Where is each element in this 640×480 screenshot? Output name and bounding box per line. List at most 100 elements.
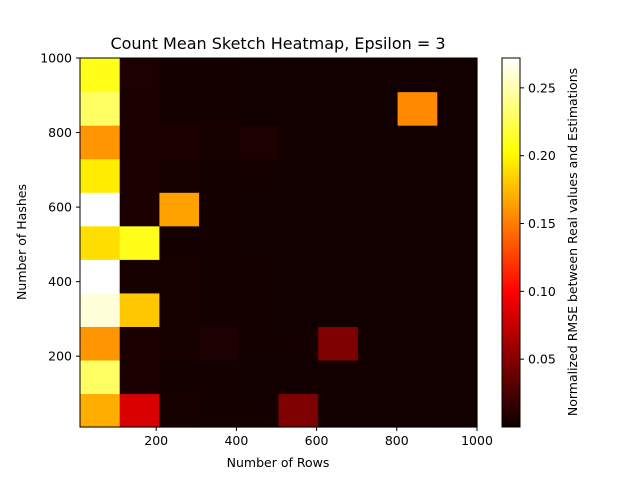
colorbar-label: Normalized RMSE between Real values and … — [565, 68, 580, 416]
heatmap-cell — [80, 326, 121, 361]
heatmap-cell — [238, 326, 280, 361]
heatmap-cell — [80, 192, 121, 227]
heatmap-cell — [397, 393, 438, 428]
heatmap-cell — [397, 158, 438, 193]
heatmap-cell — [199, 292, 240, 327]
heatmap-cell — [119, 393, 160, 428]
heatmap-cell — [199, 225, 240, 260]
heatmap-cell — [278, 91, 319, 126]
heatmap-cell — [397, 192, 438, 227]
heatmap-cell — [159, 393, 200, 428]
heatmap-cell — [199, 125, 240, 160]
heatmap-cell — [159, 158, 200, 193]
heatmap-cell — [397, 125, 438, 160]
heatmap-cell — [357, 393, 399, 428]
heatmap-cells — [80, 58, 478, 428]
heatmap-cell — [357, 91, 399, 126]
heatmap-cell — [357, 225, 399, 260]
colorbar-tick-label: 0.20 — [528, 148, 556, 163]
heatmap-cell — [119, 259, 160, 294]
heatmap-cell — [437, 292, 478, 327]
heatmap-cell — [119, 326, 160, 361]
heatmap-cell — [397, 91, 438, 126]
heatmap-cell — [437, 58, 478, 93]
heatmap-cell — [119, 158, 160, 193]
heatmap-cell — [397, 259, 438, 294]
heatmap-cell — [238, 192, 280, 227]
y-tick-label: 200 — [48, 349, 72, 364]
heatmap-cell — [80, 292, 121, 327]
heatmap-cell — [318, 158, 359, 193]
x-tick-label: 800 — [385, 433, 409, 448]
heatmap-cell — [199, 326, 240, 361]
y-tick-label: 1000 — [40, 51, 72, 66]
heatmap-cell — [238, 58, 280, 93]
heatmap-cell — [318, 259, 359, 294]
heatmap-cell — [437, 259, 478, 294]
heatmap-cell — [397, 359, 438, 395]
heatmap-cell — [278, 393, 319, 428]
heatmap-cell — [397, 292, 438, 327]
heatmap-cell — [437, 125, 478, 160]
heatmap-cell — [318, 58, 359, 93]
heatmap-cell — [437, 158, 478, 193]
heatmap-cell — [80, 58, 121, 93]
plot-frame — [79, 57, 478, 428]
heatmap-cell — [318, 326, 359, 361]
y-tick-label: 600 — [48, 200, 72, 215]
colorbar-ticks: 0.05 0.10 0.15 0.20 0.25 — [520, 80, 556, 367]
heatmap-cell — [159, 326, 200, 361]
heatmap-cell — [357, 125, 399, 160]
heatmap-cell — [437, 326, 478, 361]
heatmap-cell — [119, 359, 160, 395]
heatmap-cell — [318, 292, 359, 327]
heatmap-cell — [278, 359, 319, 395]
x-axis-ticks: 200 400 600 800 1000 — [144, 427, 493, 448]
heatmap-cell — [119, 192, 160, 227]
colorbar-tick-label: 0.05 — [528, 352, 556, 367]
y-tick-label: 400 — [48, 274, 72, 289]
heatmap-cell — [357, 292, 399, 327]
heatmap-cell — [318, 91, 359, 126]
heatmap-cell — [278, 158, 319, 193]
heatmap-cell — [318, 393, 359, 428]
heatmap-cell — [199, 259, 240, 294]
colorbar — [501, 57, 521, 428]
heatmap-cell — [159, 58, 200, 93]
heatmap-cell — [159, 359, 200, 395]
heatmap-cell — [238, 125, 280, 160]
heatmap-cell — [357, 192, 399, 227]
heatmap-cell — [278, 292, 319, 327]
heatmap-cell — [159, 125, 200, 160]
heatmap-cell — [80, 359, 121, 395]
heatmap-cell — [80, 393, 121, 428]
heatmap-cell — [159, 192, 200, 227]
heatmap-cell — [80, 125, 121, 160]
heatmap-cell — [357, 158, 399, 193]
heatmap-cell — [318, 192, 359, 227]
heatmap-cell — [437, 359, 478, 395]
heatmap-cell — [278, 192, 319, 227]
colorbar-tick-label: 0.10 — [528, 284, 556, 299]
heatmap-cell — [437, 91, 478, 126]
heatmap-cell — [357, 58, 399, 93]
heatmap-cell — [397, 326, 438, 361]
heatmap-cell — [199, 393, 240, 428]
heatmap-cell — [119, 58, 160, 93]
heatmap-cell — [437, 393, 478, 428]
heatmap-cell — [238, 91, 280, 126]
x-tick-label: 1000 — [461, 433, 493, 448]
heatmap-cell — [159, 259, 200, 294]
heatmap-cell — [80, 259, 121, 294]
y-axis-ticks: 200 400 600 800 1000 — [40, 51, 80, 364]
heatmap-cell — [318, 125, 359, 160]
heatmap-cell — [238, 158, 280, 193]
heatmap-cell — [199, 158, 240, 193]
heatmap-cell — [397, 58, 438, 93]
heatmap-cell — [199, 359, 240, 395]
heatmap-cell — [357, 259, 399, 294]
heatmap-cell — [318, 359, 359, 395]
heatmap-cell — [238, 359, 280, 395]
heatmap-cell — [357, 326, 399, 361]
